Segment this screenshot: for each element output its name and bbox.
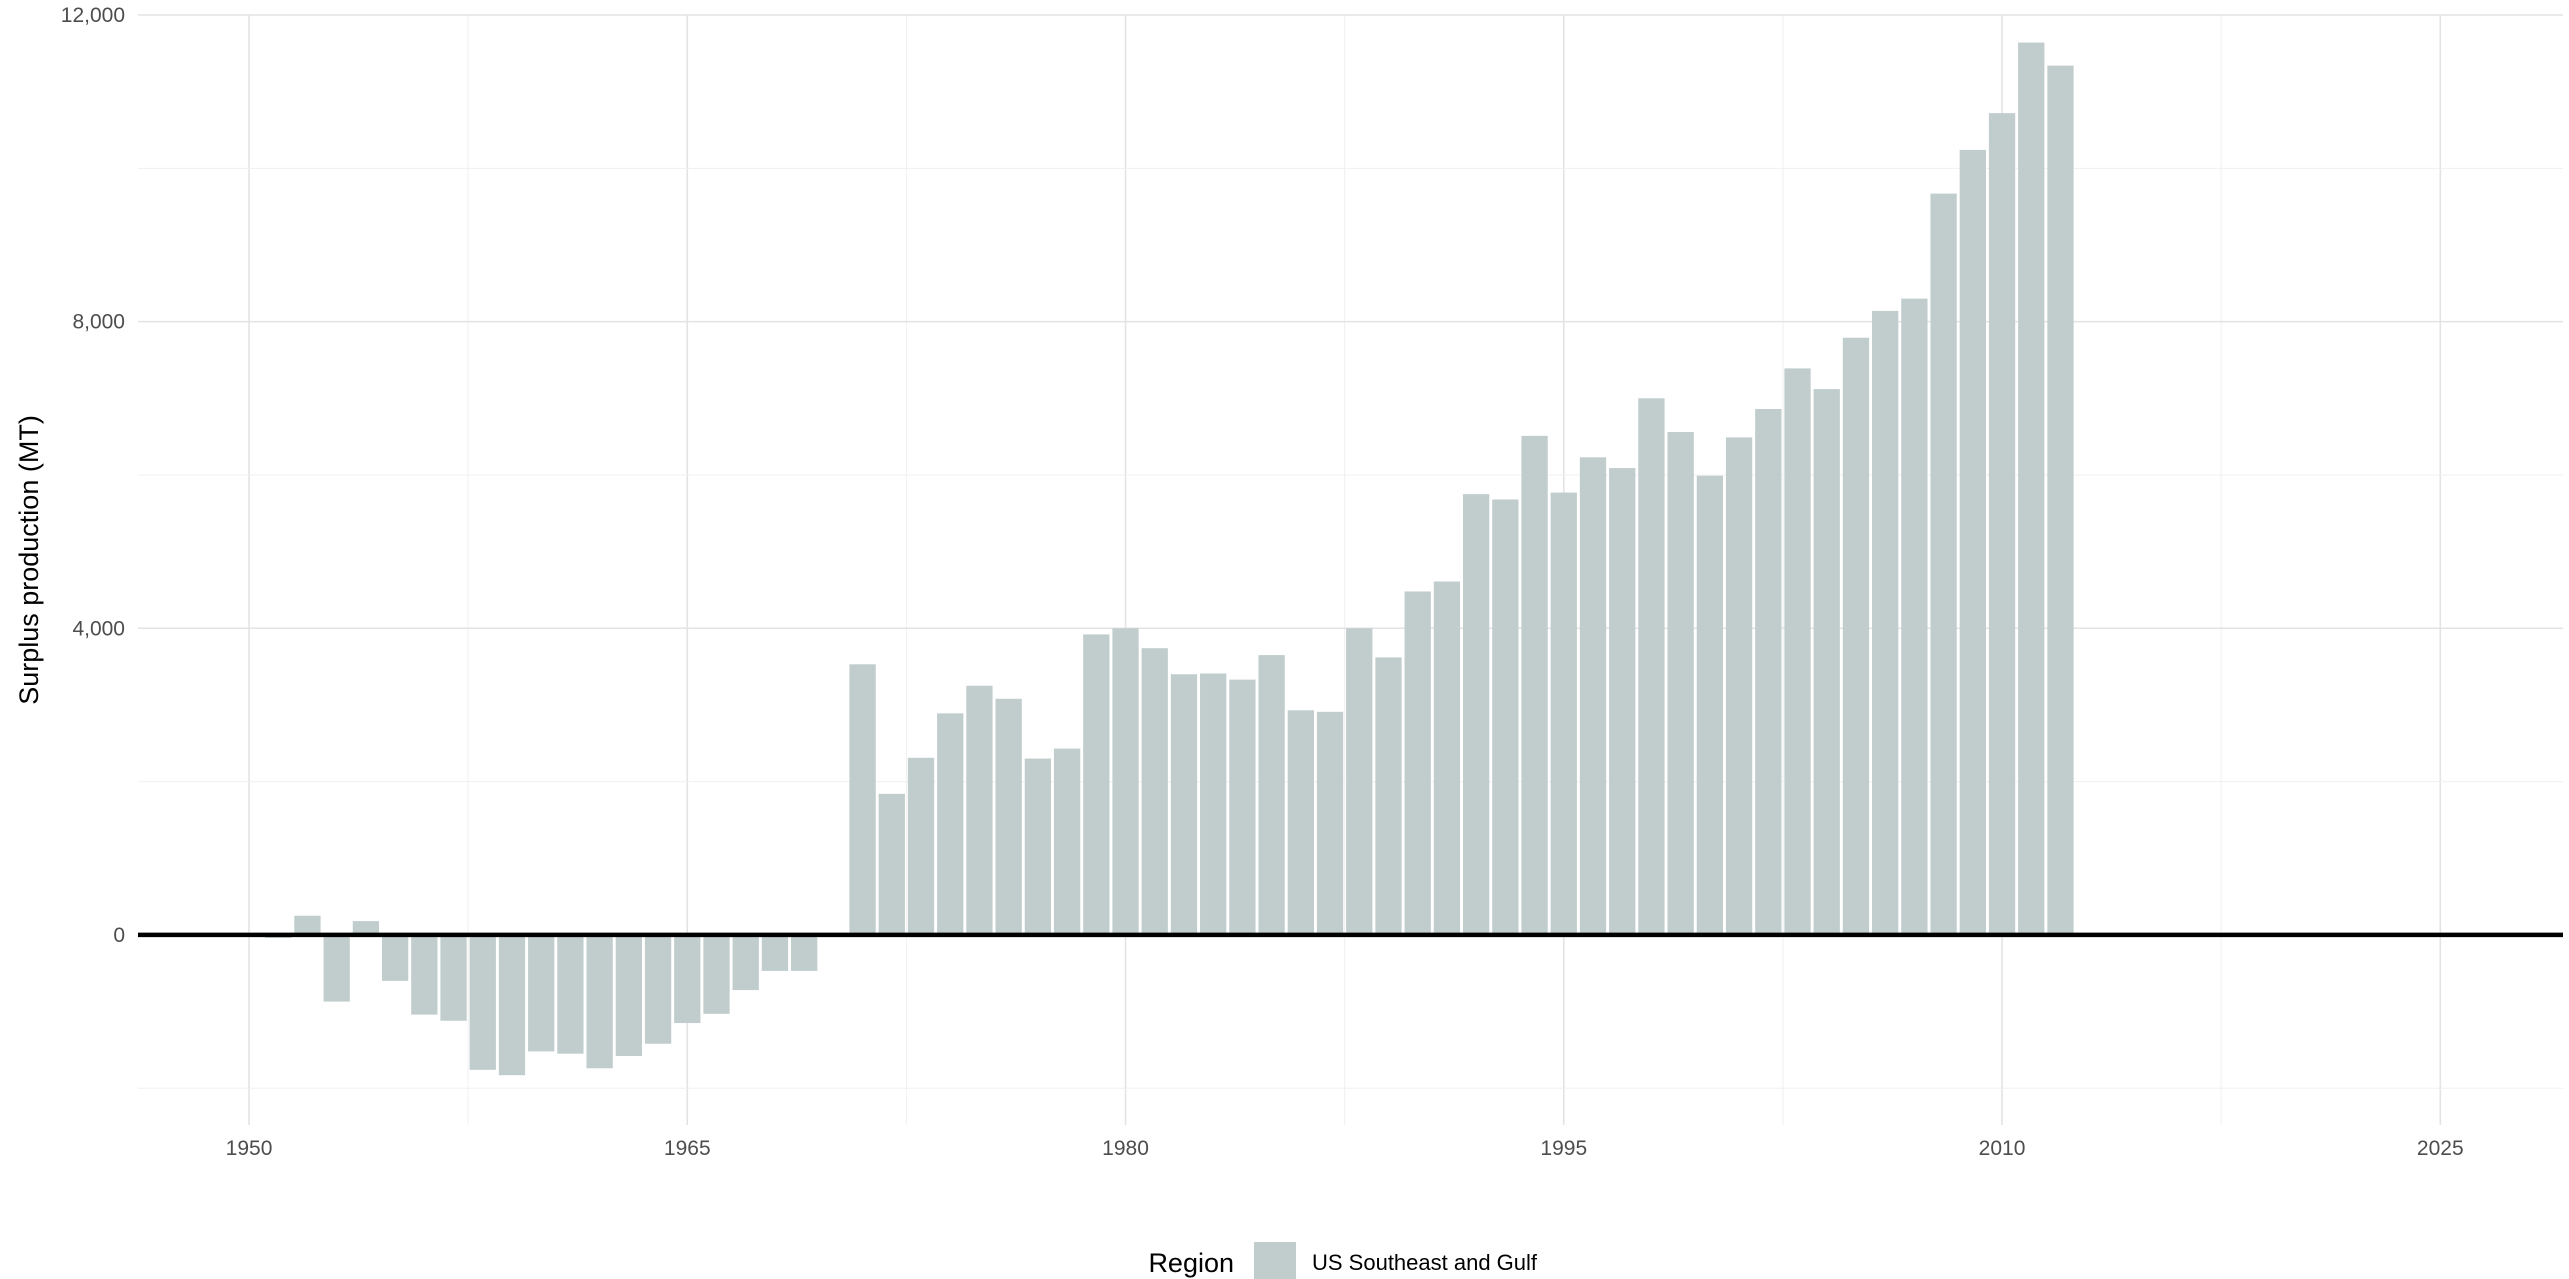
bar-1998 — [1638, 398, 1665, 935]
x-tick-label: 2010 — [1979, 1137, 2026, 1160]
bar-1963 — [615, 934, 642, 1057]
bar-1953 — [323, 934, 350, 1002]
legend-key-us-southeast-gulf — [1254, 1242, 1296, 1279]
bar-1987 — [1316, 711, 1344, 935]
legend: Region US Southeast and Gulf — [1148, 1242, 1538, 1279]
bar-1982 — [1170, 674, 1198, 935]
bar-1989 — [1375, 657, 1402, 935]
bar-1984 — [1229, 679, 1256, 935]
bar-1967 — [732, 934, 759, 991]
x-tick-label: 1995 — [1540, 1137, 1587, 1160]
bar-1983 — [1200, 673, 1227, 935]
bar-1961 — [557, 934, 584, 1054]
bar-1968 — [761, 934, 789, 971]
bar-1954 — [352, 921, 380, 935]
bar-2011 — [2018, 42, 2045, 935]
bar-1988 — [1346, 628, 1373, 935]
bar-1979 — [1083, 634, 1110, 935]
bar-1952 — [294, 915, 321, 935]
bar-1986 — [1287, 710, 1314, 935]
y-tick-label: 8,000 — [72, 311, 125, 334]
bar-2008 — [1930, 193, 1957, 935]
bar-1958 — [469, 934, 496, 1070]
bar-1985 — [1258, 655, 1285, 935]
bar-1993 — [1492, 499, 1519, 935]
bar-2004 — [1813, 389, 1840, 935]
bar-1992 — [1462, 494, 1490, 935]
bar-2003 — [1784, 368, 1811, 935]
bar-1997 — [1609, 468, 1636, 935]
x-tick-label: 1980 — [1102, 1137, 1149, 1160]
bar-1995 — [1550, 492, 1577, 935]
bar-1955 — [381, 934, 409, 981]
x-tick-label: 1965 — [664, 1137, 711, 1160]
bar-2000 — [1696, 475, 1724, 935]
bar-1971 — [849, 664, 876, 935]
bar-1964 — [644, 934, 672, 1044]
x-tick-label: 1950 — [226, 1137, 273, 1160]
bar-1956 — [411, 934, 438, 1015]
y-axis-tick-labels: 0 4,000 8,000 12,000 — [61, 4, 125, 947]
x-axis-tick-labels: 1950 1965 1980 1995 2010 2025 — [226, 1137, 2464, 1160]
y-tick-label: 0 — [113, 924, 125, 947]
legend-label-us-southeast-gulf: US Southeast and Gulf — [1312, 1250, 1538, 1275]
bar-1991 — [1433, 581, 1461, 935]
bar-1974 — [937, 713, 964, 935]
bar-1975 — [966, 685, 993, 935]
bar-1965 — [674, 934, 701, 1024]
bar-2002 — [1755, 409, 1782, 935]
bar-2006 — [1872, 310, 1899, 935]
y-axis-title: Surplus production (MT) — [14, 415, 44, 705]
legend-title: Region — [1148, 1248, 1234, 1278]
bar-1980 — [1112, 628, 1139, 935]
bar-1978 — [1053, 748, 1081, 935]
bars — [265, 42, 2074, 1076]
x-tick-label: 2025 — [2417, 1137, 2464, 1160]
bar-1957 — [440, 934, 467, 1021]
bar-1994 — [1521, 435, 1548, 935]
bar-2005 — [1842, 337, 1870, 935]
bar-1976 — [995, 698, 1022, 935]
bar-2001 — [1725, 437, 1753, 935]
bar-1990 — [1404, 591, 1431, 935]
bar-1966 — [703, 934, 730, 1014]
bar-2007 — [1901, 298, 1928, 935]
bar-1999 — [1667, 432, 1694, 935]
bar-1972 — [878, 793, 905, 935]
bar-1962 — [586, 934, 613, 1069]
bar-1973 — [907, 757, 935, 935]
bar-2010 — [1988, 113, 2016, 935]
bar-2009 — [1959, 149, 1986, 935]
bar-1960 — [528, 934, 555, 1052]
bar-1969 — [790, 934, 818, 971]
bar-1981 — [1141, 648, 1168, 935]
bar-2012 — [2047, 65, 2074, 935]
y-tick-label: 12,000 — [61, 4, 125, 27]
y-tick-label: 4,000 — [72, 617, 125, 640]
bar-1977 — [1024, 758, 1052, 935]
bar-1996 — [1579, 457, 1607, 935]
bar-1959 — [498, 934, 526, 1076]
